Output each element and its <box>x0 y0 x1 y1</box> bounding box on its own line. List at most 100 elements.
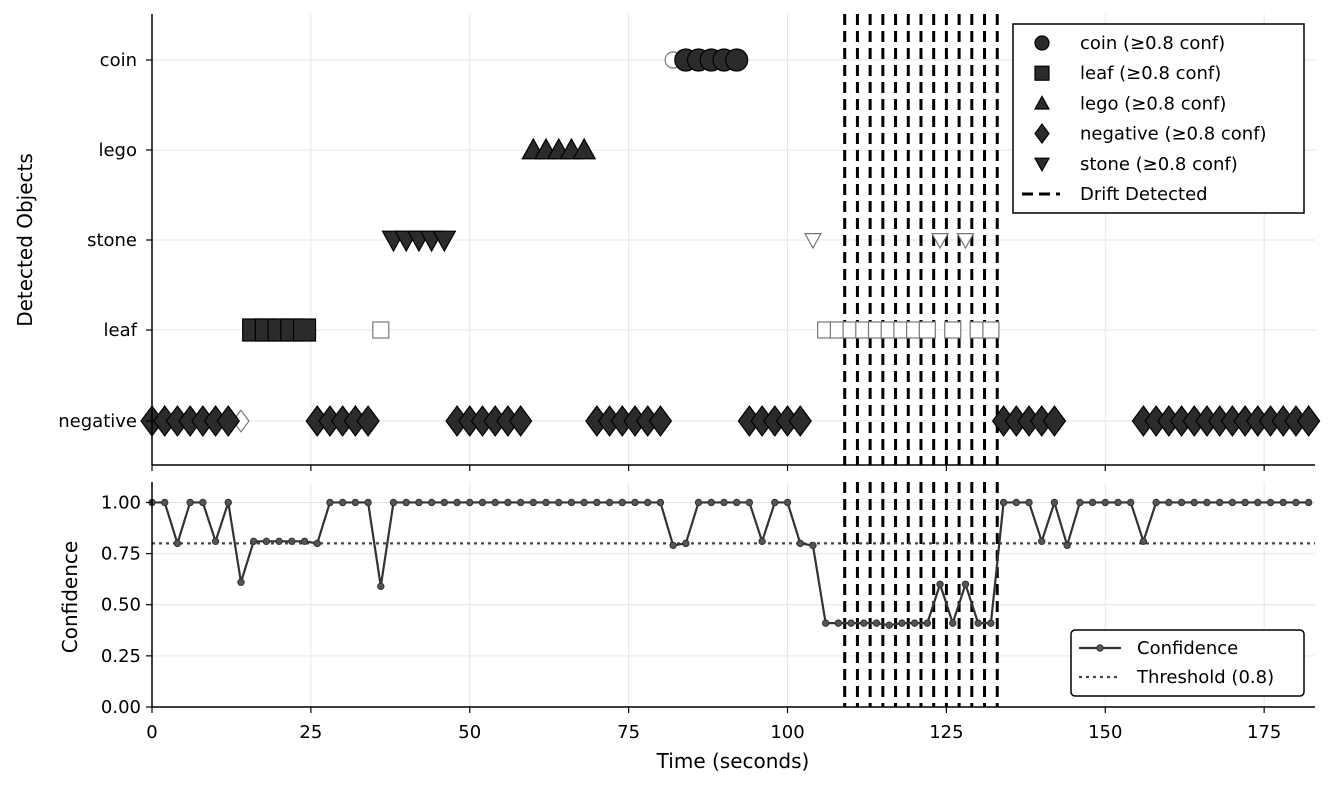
confidence-point <box>529 498 538 507</box>
top-y-tick-label: coin <box>100 50 137 71</box>
confidence-point <box>961 580 970 588</box>
confidence-point <box>1063 541 1071 550</box>
confidence-point <box>478 498 487 507</box>
top-legend-label: negative (≥0.8 conf) <box>1080 124 1267 145</box>
confidence-point <box>821 619 830 627</box>
top-panel-drift-lines <box>843 14 999 465</box>
confidence-point <box>491 498 499 507</box>
top-legend-box <box>1012 23 1305 214</box>
legend-circle-swatch <box>1034 35 1050 51</box>
confidence-point <box>872 619 881 627</box>
confidence-point <box>542 498 550 507</box>
bottom-legend-box <box>1070 629 1305 697</box>
y-tick-label: 0.25 <box>101 646 141 667</box>
confidence-point <box>936 580 944 588</box>
confidence-point <box>440 498 449 507</box>
negative-point <box>788 405 812 437</box>
confidence-point <box>656 498 665 507</box>
confidence-point <box>1076 498 1084 507</box>
confidence-point <box>338 498 347 507</box>
confidence-point <box>809 541 817 550</box>
coin-point <box>725 48 749 72</box>
negative-point <box>1296 405 1321 437</box>
confidence-point <box>910 619 919 627</box>
confidence-point <box>186 498 194 507</box>
confidence-point <box>1126 498 1135 507</box>
confidence-point <box>987 619 995 627</box>
top-y-tick-label: stone <box>87 230 137 251</box>
confidence-point <box>262 537 271 546</box>
confidence-point <box>694 498 703 507</box>
confidence-point <box>199 498 207 507</box>
confidence-point <box>1139 537 1148 546</box>
negative-point <box>356 405 380 437</box>
confidence-point <box>1165 498 1173 507</box>
confidence-point <box>974 619 982 627</box>
confidence-point <box>771 498 779 507</box>
top-y-axis-label: Detected Objects <box>13 153 37 327</box>
confidence-point <box>999 498 1008 507</box>
confidence-line <box>152 498 1309 627</box>
confidence-point <box>402 498 410 507</box>
top-y-tick-label: lego <box>98 140 137 161</box>
confidence-point <box>669 541 677 550</box>
confidence-point <box>885 621 893 629</box>
confidence-point <box>173 539 182 548</box>
top-legend-label: coin (≥0.8 conf) <box>1080 33 1225 54</box>
stone-point <box>432 230 457 253</box>
negative-point <box>216 405 241 437</box>
legend-square-swatch <box>1034 65 1050 81</box>
legend-triangle-down-swatch <box>1033 157 1051 173</box>
x-tick-label: 25 <box>299 722 322 743</box>
confidence-point <box>949 619 957 627</box>
confidence-point <box>1088 498 1097 507</box>
leaf-point <box>292 318 317 342</box>
confidence-point <box>1279 498 1287 507</box>
confidence-point <box>1203 498 1211 507</box>
confidence-point <box>249 537 258 546</box>
low-confidence-leaf-point <box>944 321 962 339</box>
confidence-point <box>860 619 868 627</box>
confidence-point <box>1050 498 1059 507</box>
top-panel-axes: negative leaf stone lego coin <box>58 14 1315 471</box>
confidence-point <box>605 498 614 507</box>
top-panel-legend: coin (≥0.8 conf) leaf (≥0.8 conf) lego (≥0… <box>1012 23 1305 214</box>
confidence-point <box>732 498 741 507</box>
confidence-point <box>1114 498 1122 507</box>
bottom-panel-legend: Confidence Threshold (0.8) <box>1070 629 1305 697</box>
confidence-point <box>1292 498 1300 507</box>
low-confidence-leaf-point <box>982 321 1000 339</box>
confidence-point <box>847 619 855 627</box>
confidence-point <box>682 539 690 548</box>
x-tick-label: 50 <box>458 722 481 743</box>
confidence-point <box>631 498 639 507</box>
x-tick-label: 175 <box>1247 722 1281 743</box>
confidence-point <box>567 498 576 507</box>
confidence-point <box>898 619 906 627</box>
confidence-point <box>1012 498 1021 507</box>
confidence-point <box>224 498 232 507</box>
bottom-panel-axes: 0 25 50 75 100 125 150 175 0.00 0.25 0.50 0.75 1.00 <box>101 482 1315 743</box>
top-y-tick-label: negative <box>58 411 137 432</box>
top-legend-label: lego (≥0.8 conf) <box>1080 93 1226 114</box>
x-tick-label: 100 <box>770 722 804 743</box>
confidence-point <box>313 539 321 548</box>
top-legend-label: stone (≥0.8 conf) <box>1080 154 1238 175</box>
lego-point <box>572 137 597 160</box>
confidence-point <box>1152 498 1160 507</box>
confidence-point <box>466 498 474 507</box>
confidence-point <box>415 498 423 507</box>
bottom-panel-lines <box>148 498 1315 629</box>
bottom-panel-drift-lines <box>843 482 999 707</box>
confidence-point <box>237 578 245 586</box>
low-confidence-stone-point <box>931 233 950 250</box>
negative-point <box>648 405 673 437</box>
x-tick-label: 125 <box>929 722 963 743</box>
x-tick-label: 0 <box>146 722 157 743</box>
confidence-point <box>516 498 525 507</box>
confidence-point <box>1025 498 1033 507</box>
confidence-point <box>1177 498 1186 507</box>
top-panel-detections <box>140 48 1321 437</box>
